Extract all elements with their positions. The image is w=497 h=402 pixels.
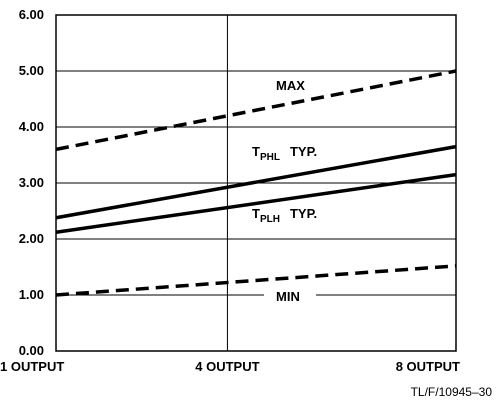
y-tick-label: 4.00 <box>19 119 44 134</box>
y-tick-label: 3.00 <box>19 175 44 190</box>
label-min: MIN <box>276 289 300 304</box>
figure-code: TL/F/10945–30 <box>411 385 493 399</box>
label-tplh-suffix: TYP. <box>290 206 317 221</box>
x-tick-label: 8 OUTPUT <box>396 359 460 374</box>
y-tick-label: 5.00 <box>19 63 44 78</box>
label-tphl-suffix: TYP. <box>290 144 317 159</box>
y-tick-labels: 0.00 1.00 2.00 3.00 4.00 5.00 6.00 <box>19 7 44 358</box>
label-max: MAX <box>276 78 305 93</box>
plot-border <box>55 14 457 352</box>
y-tick-label: 2.00 <box>19 231 44 246</box>
label-tplh: TPLH TYP. <box>252 206 317 225</box>
x-tick-label: 1 OUTPUT <box>0 359 64 374</box>
series-line-min <box>55 264 457 297</box>
label-tphl-sub: PHL <box>260 152 280 163</box>
series-lines <box>55 69 457 297</box>
y-tick-label: 0.00 <box>19 343 44 358</box>
label-tplh-sub: PLH <box>260 214 280 225</box>
plot-frame <box>55 14 457 352</box>
x-tick-label: 4 OUTPUT <box>195 359 259 374</box>
series-line-tphl <box>55 144 457 220</box>
label-tphl-main: T <box>252 144 260 159</box>
x-tick-labels: 1 OUTPUT 4 OUTPUT 8 OUTPUT <box>0 359 460 374</box>
label-min-bg <box>264 288 316 304</box>
label-tphl: TPHL TYP. <box>252 144 317 163</box>
series-line-tplh <box>55 172 457 235</box>
y-tick-label: 6.00 <box>19 7 44 22</box>
series-line-max <box>55 69 457 152</box>
label-tplh-main: T <box>252 206 260 221</box>
y-tick-label: 1.00 <box>19 287 44 302</box>
